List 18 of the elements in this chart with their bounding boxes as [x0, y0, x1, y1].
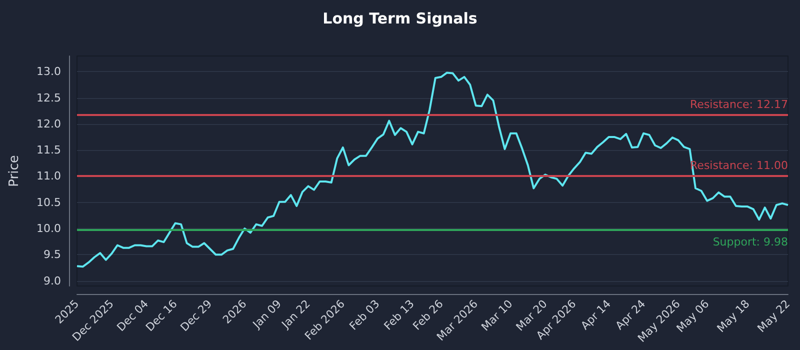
y-tick-label: 11.0 [36, 170, 61, 183]
x-tick-label: Apr 14 [578, 297, 614, 332]
ref-line-label: Resistance: 12.17 [690, 98, 788, 112]
x-tick-label: Feb 03 [346, 297, 382, 333]
line-series [76, 72, 789, 268]
y-tick-label: 10.0 [36, 222, 61, 235]
y-tick-label: 12.0 [36, 117, 61, 130]
x-tick-label: Dec 29 [178, 297, 215, 334]
y-tick-label: 11.5 [36, 144, 61, 157]
ref-line-label: Support: 9.98 [712, 236, 788, 249]
y-tick-label: 9.5 [44, 248, 61, 262]
y-tick-label: 12.5 [36, 91, 61, 104]
y-tick-label: 13.0 [36, 65, 61, 78]
chart-title: Long Term Signals [322, 10, 478, 28]
x-tick-label: Mar 10 [478, 297, 516, 334]
y-tick-label: 9.0 [44, 274, 61, 288]
y-axis-title: Price [7, 155, 22, 187]
y-tick-label: 10.5 [36, 196, 61, 209]
